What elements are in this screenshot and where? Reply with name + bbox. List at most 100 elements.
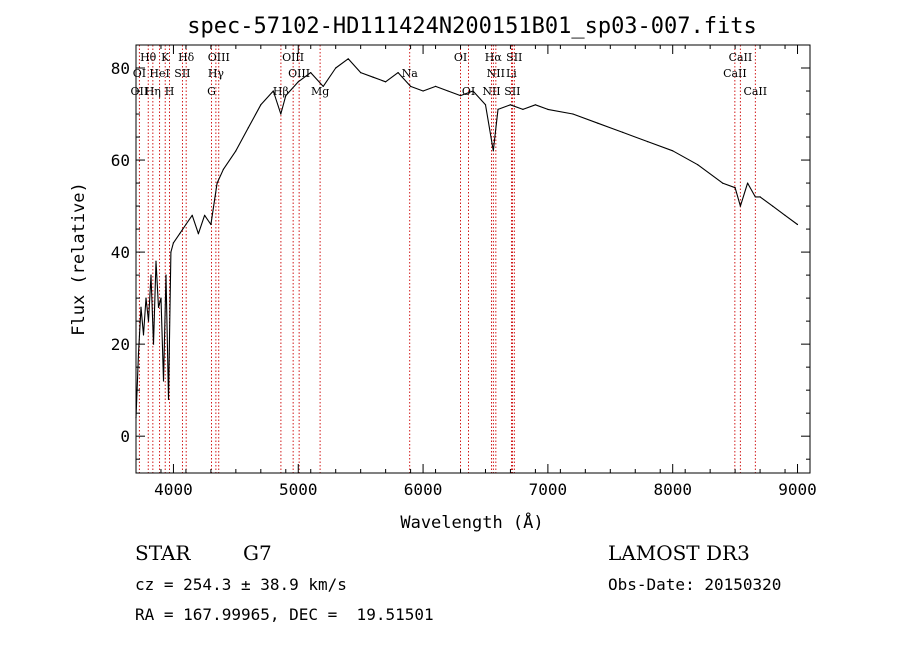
- line-label-10: HeI: [149, 67, 169, 80]
- spectrum-point-60: [739, 205, 742, 207]
- spectrum-point-53: [597, 122, 599, 124]
- spectrum-point-57: [697, 164, 699, 166]
- spectrum-point-35: [360, 72, 362, 74]
- line-label-7: SII: [506, 51, 522, 64]
- spectrum-point-32: [322, 85, 324, 87]
- line-label-9: OI: [133, 67, 146, 80]
- line-label-26: SII: [504, 85, 520, 98]
- spectrum-point-11: [162, 380, 165, 382]
- spectrum-point-51: [547, 108, 549, 110]
- spectrum-point-41: [435, 85, 437, 87]
- x-tick-label-4000: 4000: [154, 480, 193, 499]
- spectrum-point-17: [185, 223, 187, 226]
- y-axis-label: Flux (relative): [69, 182, 89, 336]
- redshift-cz: cz = 254.3 ± 38.9 km/s: [135, 575, 347, 594]
- spectrum-point-21: [210, 223, 212, 226]
- spectrum-point-38: [397, 72, 399, 74]
- spectrum-point-37: [385, 81, 387, 83]
- spectrum-point-25: [247, 127, 249, 129]
- line-label-14: Na: [402, 67, 419, 80]
- line-label-19: Hη: [145, 85, 161, 98]
- spectrum-point-29: [285, 95, 287, 97]
- spectrum-point-13: [167, 398, 170, 400]
- spectrum-point-46: [492, 150, 494, 152]
- line-label-22: Hβ: [273, 85, 289, 98]
- spectrum-point-62: [754, 196, 756, 198]
- line-label-18: OII: [131, 85, 149, 98]
- survey-name: LAMOST DR3: [608, 541, 750, 565]
- line-label-23: Mg: [311, 85, 329, 98]
- spectrum-point-44: [472, 90, 474, 92]
- spectrum-point-61: [747, 182, 749, 184]
- spectrum-point-56: [672, 150, 674, 152]
- spectrum-point-47: [497, 108, 499, 110]
- spectrum-point-6: [150, 274, 152, 276]
- spectrum-point-39: [410, 85, 412, 87]
- spectrum-point-52: [572, 113, 574, 115]
- spectrum-point-10: [160, 297, 162, 299]
- spectrum-point-55: [647, 141, 649, 143]
- spectrum-point-36: [372, 76, 374, 78]
- spectrum-point-16: [179, 233, 181, 235]
- spectrum-point-20: [204, 214, 206, 216]
- coordinates: RA = 167.99965, DEC = 19.51501: [135, 605, 434, 624]
- spectrum-point-5: [147, 320, 150, 322]
- spectrum-point-23: [222, 168, 224, 170]
- line-label-24: OI: [462, 85, 475, 98]
- axis-ticks: 4000 5000 6000 7000 8000 9000 0 20 40 60 80: [111, 44, 817, 499]
- spectrum-point-59: [734, 187, 736, 189]
- line-label-25: NII: [482, 85, 500, 98]
- spectrum-point-24: [235, 150, 237, 152]
- line-label-3: OIII: [208, 51, 230, 64]
- spectrum-point-19: [197, 233, 199, 235]
- spectrum-point-48: [509, 104, 511, 106]
- spectrum-point-43: [459, 95, 462, 97]
- emission-line-markers: [138, 45, 756, 473]
- spectrum-point-18: [191, 214, 193, 216]
- line-label-13: OIII: [288, 67, 310, 80]
- object-subclass: G7: [243, 541, 272, 565]
- line-label-12: Hγ: [208, 67, 225, 80]
- spectrum-point-2: [140, 306, 142, 308]
- line-label-1: K: [161, 51, 170, 64]
- line-label-8: CaII: [729, 51, 753, 64]
- line-label-15: NII: [487, 67, 505, 80]
- x-tick-label-5000: 5000: [279, 480, 318, 499]
- line-label-27: CaII: [743, 85, 767, 98]
- line-label-17: CaII: [723, 67, 747, 80]
- line-label-6: Hα: [485, 51, 503, 64]
- spectrum-point-50: [534, 104, 537, 106]
- line-label-11: SII: [174, 67, 190, 80]
- y-tick-label-40: 40: [111, 243, 130, 262]
- spectrum-point-42: [447, 90, 449, 92]
- spectrum-point-9: [157, 306, 160, 308]
- spectrum-point-40: [422, 90, 424, 92]
- spectrum-point-30: [297, 81, 299, 83]
- x-tick-label-9000: 9000: [778, 480, 817, 499]
- x-tick-label-6000: 6000: [404, 480, 443, 499]
- spectrum-point-1: [137, 352, 140, 354]
- spectrum-point-65: [784, 214, 786, 216]
- line-label-20: H: [165, 85, 175, 98]
- spectrum-point-4: [145, 297, 147, 299]
- spectrum-point-34: [347, 58, 349, 60]
- spectrum-point-7: [152, 343, 155, 345]
- spectrum-point-22: [216, 182, 218, 184]
- spectrum-point-15: [172, 242, 174, 244]
- line-label-2: Hδ: [178, 51, 195, 64]
- object-class: STAR: [135, 541, 191, 565]
- line-label-0: Hθ: [140, 51, 157, 64]
- spectrum-point-45: [484, 104, 487, 106]
- spectrum-point-14: [170, 251, 172, 253]
- spectrum-line: [135, 58, 798, 418]
- y-tick-label-80: 80: [111, 59, 130, 78]
- y-tick-label-0: 0: [120, 427, 130, 446]
- plot-frame: [135, 44, 811, 474]
- spectrum-point-49: [522, 108, 524, 110]
- spectrum-point-63: [759, 196, 761, 198]
- observation-date: Obs-Date: 20150320: [608, 575, 782, 594]
- spectrum-point-28: [280, 113, 282, 115]
- chart-title: spec-57102-HD111424N200151B01_sp03-007.f…: [187, 14, 757, 39]
